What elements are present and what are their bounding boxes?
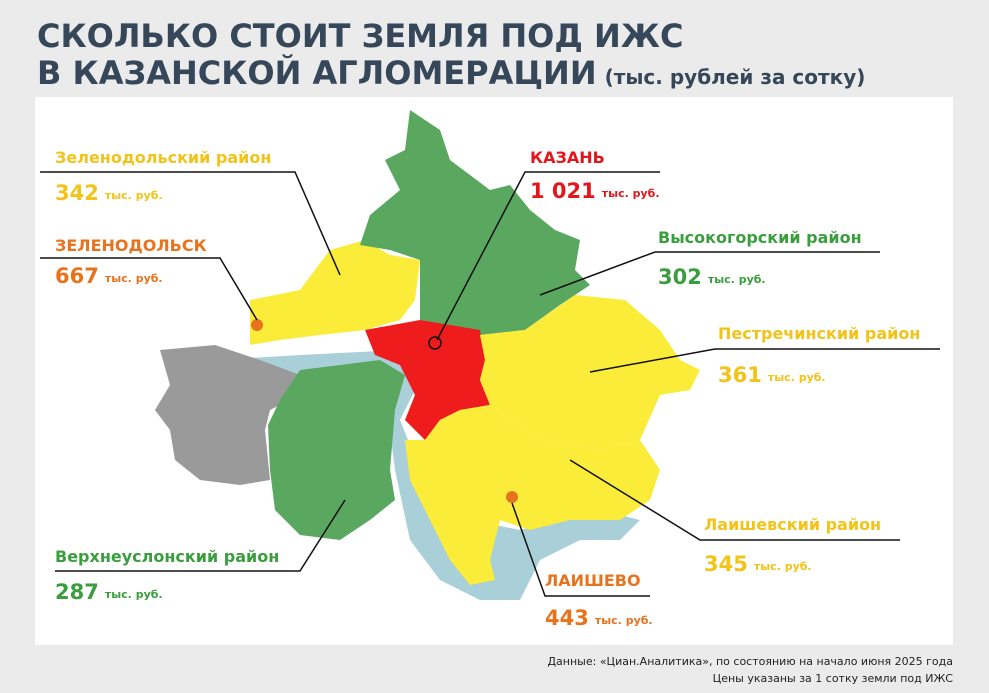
leader-line (539, 251, 880, 296)
region-name: ЗЕЛЕНОДОЛЬСК (55, 236, 207, 255)
price-unit: тыс. руб. (708, 273, 766, 286)
leader-lines (40, 171, 940, 597)
city-marker (428, 336, 442, 350)
region-name: Высокогорский район (658, 228, 862, 247)
leader-line (569, 459, 900, 541)
price-unit: тыс. руб. (105, 588, 163, 601)
city-dot (251, 319, 263, 331)
region-zelenodolsk (250, 240, 420, 345)
price-unit: тыс. руб. (768, 371, 826, 384)
leader-line (511, 502, 650, 597)
region-verkhneuslon (268, 360, 405, 540)
region-price: 667 (55, 264, 99, 288)
region-pestrechi (480, 295, 700, 450)
region-name: КАЗАНЬ (530, 148, 605, 167)
price-unit: тыс. руб. (602, 187, 660, 200)
region-price: 342 (55, 181, 99, 205)
city-dot (506, 491, 518, 503)
river (215, 350, 640, 600)
region-name: Лаишевский район (704, 515, 881, 534)
leader-line (436, 171, 660, 341)
region-price: 302 (658, 265, 702, 289)
price-unit: тыс. руб. (595, 614, 653, 627)
region-name: Верхнеуслонский район (55, 547, 279, 566)
region-grey (155, 345, 300, 485)
region-vysokogorsk (360, 110, 590, 335)
map (155, 110, 700, 600)
region-price: 1 021 (530, 179, 596, 203)
price-unit: тыс. руб. (105, 189, 163, 202)
region-price: 361 (718, 363, 762, 387)
region-name: ЛАИШЕВО (545, 571, 641, 590)
region-name: Пестречинский район (718, 324, 920, 343)
footer-note: Цены указаны за 1 сотку земли под ИЖС (713, 672, 954, 685)
price-unit: тыс. руб. (105, 272, 163, 285)
price-unit: тыс. руб. (754, 560, 812, 573)
labels: Зеленодольский район 342 тыс. руб. ЗЕЛЕНОДО… (55, 148, 920, 630)
leader-line (40, 257, 258, 321)
leader-line (55, 499, 346, 572)
title: В КАЗАНСКОЙ АГЛОМЕРАЦИИ (тыс. рублей за с… (37, 54, 865, 92)
region-kazan (365, 320, 490, 440)
title: СКОЛЬКО СТОИТ ЗЕМЛЯ ПОД ИЖС (37, 17, 683, 55)
region-price: 287 (55, 580, 99, 604)
region-name: Зеленодольский район (55, 148, 271, 167)
region-price: 443 (545, 606, 589, 630)
region-price: 345 (704, 552, 748, 576)
footer-source: Данные: «Циан.Аналитика», по состоянию н… (547, 655, 953, 668)
leader-line (40, 171, 341, 276)
leader-line (589, 348, 940, 373)
region-laishevo (405, 405, 660, 585)
